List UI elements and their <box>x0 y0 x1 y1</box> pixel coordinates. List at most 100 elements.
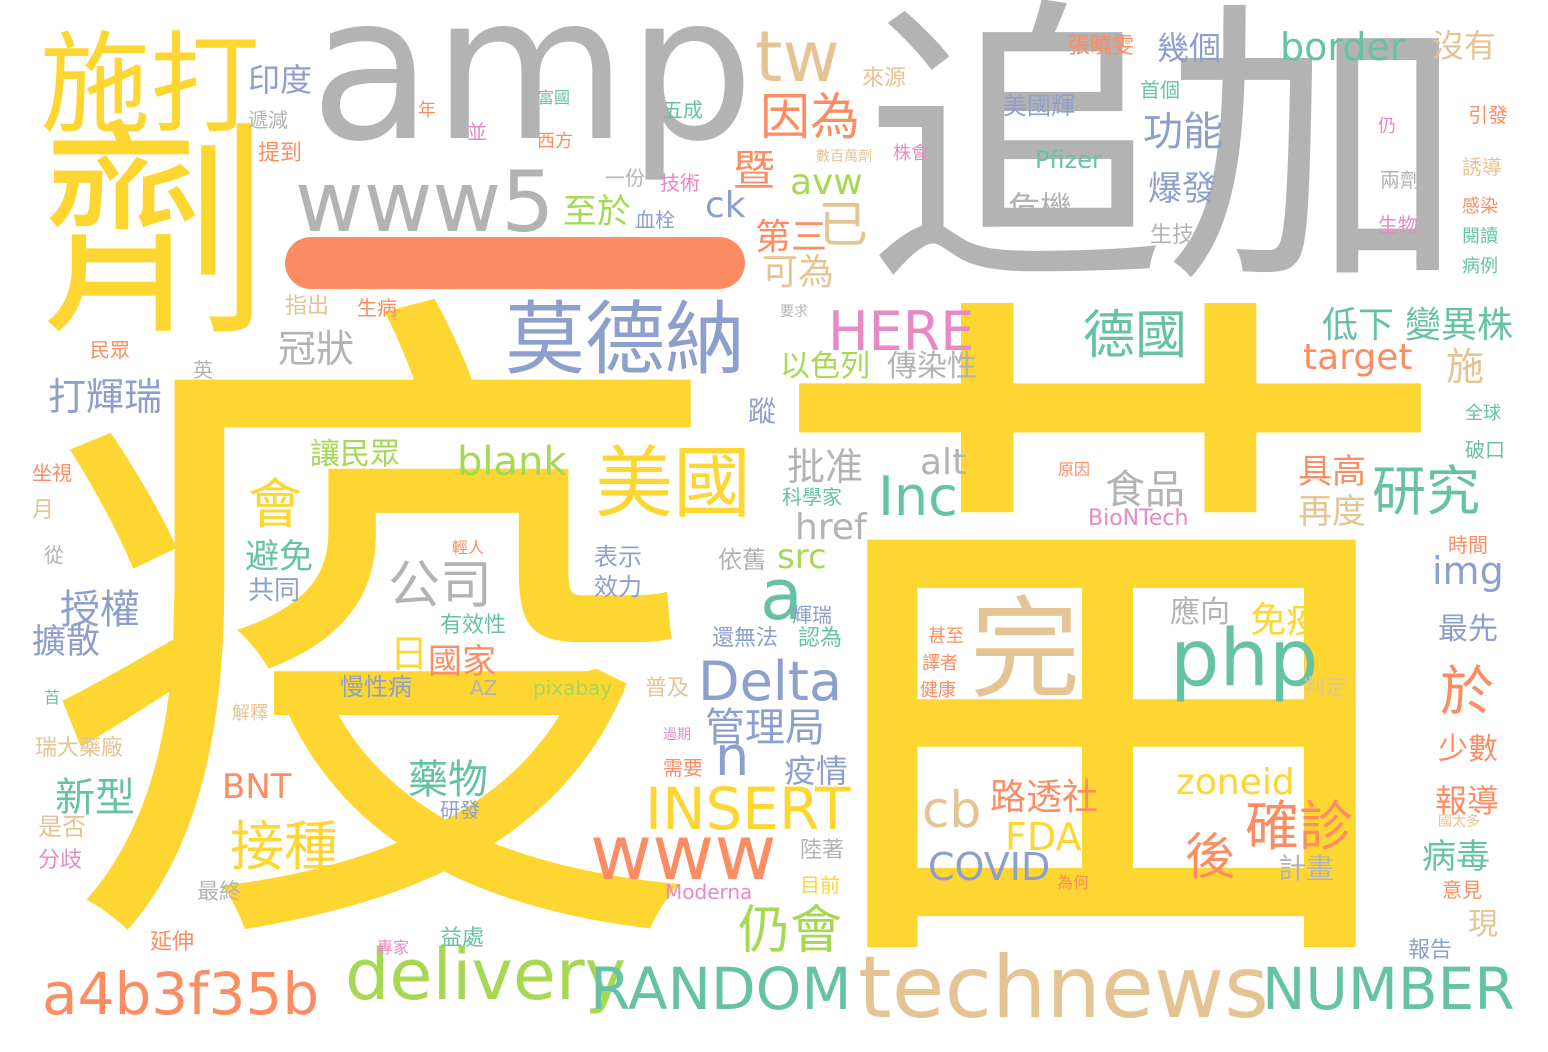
word: 少數 <box>1438 732 1498 767</box>
word: 低下 <box>1322 305 1395 346</box>
word: 苗 <box>760 242 1460 1052</box>
word: 德國 <box>1083 306 1188 366</box>
word: 要求 <box>780 304 808 320</box>
word: 最終 <box>197 880 242 905</box>
word: 會 <box>248 473 302 536</box>
word: 輕人 <box>452 538 485 557</box>
word: 疫情 <box>784 752 849 790</box>
word: 劑 <box>40 101 271 368</box>
word: 英 <box>193 358 213 382</box>
word: FDA <box>1005 815 1082 859</box>
word: 慢性病 <box>340 673 412 701</box>
word: 誘導 <box>1462 155 1502 179</box>
word: 並 <box>467 120 487 144</box>
word: 危機 <box>1008 189 1073 227</box>
word: Moderna <box>665 880 753 904</box>
word: 延伸 <box>150 930 195 955</box>
word: 報告 <box>1408 938 1453 963</box>
word: 表示 <box>594 543 642 571</box>
word: 以色列 <box>780 349 870 384</box>
word: 年 <box>418 100 436 121</box>
word: 食品 <box>1105 467 1185 513</box>
word: 意見 <box>1442 878 1482 902</box>
word: 健康 <box>920 680 956 701</box>
word: 益處 <box>440 926 485 951</box>
word: www5 <box>295 153 555 251</box>
word: 引發 <box>1468 103 1508 127</box>
word: 感染 <box>1462 196 1498 217</box>
word: 認為 <box>798 626 843 651</box>
word: 現 <box>1468 907 1498 942</box>
word: 甚至 <box>928 626 964 647</box>
word: 功能 <box>1143 109 1223 155</box>
word: 施 <box>1446 345 1485 389</box>
word: 因為 <box>760 88 860 146</box>
word: alt <box>920 442 967 483</box>
word: 為何 <box>1057 873 1090 892</box>
word: delivery <box>345 934 627 1016</box>
word: n <box>715 725 750 788</box>
word: 指出 <box>285 294 330 319</box>
word: 株會 <box>893 143 929 164</box>
word: NUMBER <box>1262 955 1515 1023</box>
word: img <box>1432 549 1504 593</box>
word: 再度 <box>1298 492 1366 532</box>
word: border <box>1280 25 1406 69</box>
word: 莫德納 <box>505 293 745 386</box>
word: 病毒 <box>1422 837 1490 877</box>
word: 傳染性 <box>887 349 977 384</box>
word: 閱讀 <box>1462 226 1498 247</box>
word: 病例 <box>1462 256 1498 277</box>
word: 接種 <box>230 815 338 878</box>
word: php <box>1170 614 1319 704</box>
word: 公司 <box>388 556 493 616</box>
word: 可為 <box>762 252 835 293</box>
word: src <box>777 537 827 577</box>
word: 富國 <box>538 88 571 107</box>
word: 首個 <box>1140 78 1180 102</box>
word: 第三 <box>755 217 828 258</box>
word: 路透社 <box>990 777 1099 818</box>
word: 目前 <box>800 873 840 897</box>
word: 後 <box>1185 828 1235 886</box>
word: 計畫 <box>1278 852 1335 885</box>
word: 變異株 <box>1405 305 1514 346</box>
word: 印度 <box>248 61 313 99</box>
word: 已 <box>818 196 868 254</box>
word: 讓民眾 <box>310 437 400 472</box>
word: 藥物 <box>408 757 488 803</box>
word: BioNTech <box>1088 506 1189 531</box>
word: 效力 <box>594 573 642 601</box>
word: 解釋 <box>232 703 268 724</box>
word: 依舊 <box>718 546 766 574</box>
word: Inc <box>878 465 958 528</box>
word: 研發 <box>440 798 480 822</box>
word: ck <box>705 185 746 226</box>
word: 打輝瑞 <box>48 375 163 419</box>
word: 專家 <box>377 938 410 957</box>
word: HERE <box>828 300 975 363</box>
word: cb <box>922 781 982 839</box>
word: avw <box>790 162 863 203</box>
word: 美國 <box>595 439 752 529</box>
word: 一份 <box>605 166 645 190</box>
word: 美國輝 <box>1003 92 1075 120</box>
word: 日 <box>390 632 429 676</box>
word: 沒有 <box>1432 27 1497 65</box>
word: 追加 <box>865 0 1465 324</box>
word: 提到 <box>258 141 303 166</box>
word: 分歧 <box>38 848 83 873</box>
word: 瑞大藥廠 <box>35 736 124 761</box>
word: BNT <box>222 767 292 807</box>
word: 全球 <box>1465 403 1501 424</box>
word: 生技 <box>1150 223 1195 248</box>
word: 譯者 <box>922 653 958 674</box>
word: 技術 <box>660 171 700 195</box>
word: technews <box>858 938 1269 1038</box>
word: 生病 <box>357 296 397 320</box>
word: 冠狀 <box>278 327 355 371</box>
word: 陸著 <box>800 838 845 863</box>
word: INSERT <box>645 775 851 843</box>
word: 國家 <box>428 642 496 682</box>
